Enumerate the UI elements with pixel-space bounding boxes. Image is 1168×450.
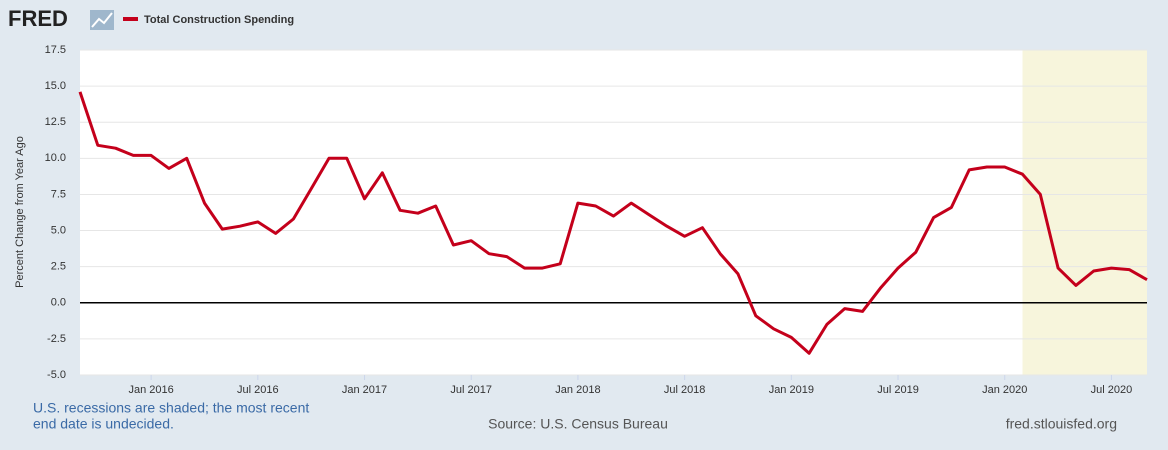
legend-label: Total Construction Spending: [144, 14, 294, 26]
y-tick-label: 10.0: [45, 152, 66, 164]
logo-icon: [90, 10, 114, 30]
y-tick-label: 7.5: [51, 188, 66, 200]
x-tick-label: Jul 2017: [450, 384, 492, 396]
x-tick-label: Jan 2019: [769, 384, 814, 396]
data-line: [78, 91, 1148, 355]
recession-note: U.S. recessions are shaded; the most rec…: [33, 400, 309, 416]
x-tick-label: Jul 2020: [1091, 384, 1133, 396]
y-tick-label: 15.0: [45, 80, 66, 92]
y-tick-label: 12.5: [45, 116, 66, 128]
y-tick-label: -5.0: [47, 369, 66, 381]
x-tick-label: Jan 2020: [982, 384, 1027, 396]
x-tick-label: Jul 2018: [664, 384, 706, 396]
x-tick-label: Jan 2018: [555, 384, 600, 396]
recession-shade: [1022, 50, 1147, 375]
site: fred.stlouisfed.org: [1006, 416, 1117, 432]
y-tick-label: 0.0: [51, 297, 66, 309]
source: Source: U.S. Census Bureau: [488, 416, 668, 432]
recession-note: end date is undecided.: [33, 416, 174, 432]
y-tick-label: -2.5: [47, 333, 66, 345]
x-tick-label: Jan 2016: [129, 384, 174, 396]
x-tick-label: Jul 2016: [237, 384, 279, 396]
y-tick-label: 2.5: [51, 261, 66, 273]
x-tick-label: Jul 2019: [877, 384, 919, 396]
y-axis-label: Percent Change from Year Ago: [14, 136, 26, 288]
logo: FRED: [8, 6, 68, 31]
x-tick-label: Jan 2017: [342, 384, 387, 396]
plot-area: [80, 50, 1147, 375]
y-tick-label: 17.5: [45, 44, 66, 56]
y-tick-label: 5.0: [51, 224, 66, 236]
